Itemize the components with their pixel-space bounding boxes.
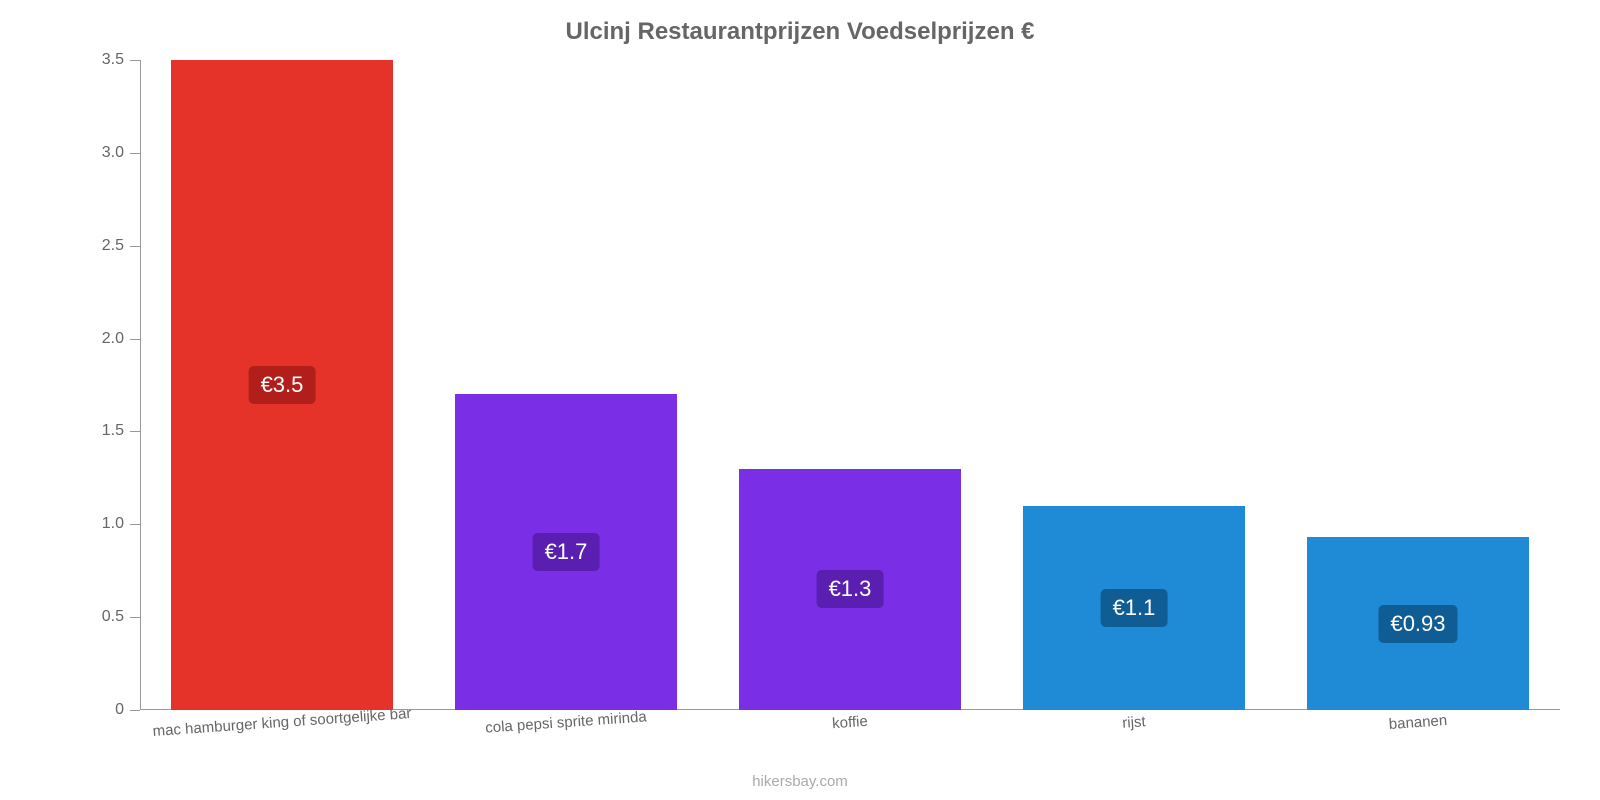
chart-caption: hikersbay.com bbox=[0, 773, 1600, 790]
y-tick-label: 3.0 bbox=[102, 144, 124, 162]
x-category-label: cola pepsi sprite mirinda bbox=[485, 708, 648, 736]
bar-slot: €1.7 bbox=[424, 60, 708, 710]
y-tick bbox=[130, 246, 140, 247]
y-tick bbox=[130, 60, 140, 61]
y-tick bbox=[130, 524, 140, 525]
x-category-label: bananen bbox=[1388, 712, 1447, 733]
x-label-slot: koffie bbox=[708, 714, 992, 754]
y-tick bbox=[130, 431, 140, 432]
bar: €1.7 bbox=[455, 394, 677, 710]
price-bar-chart: Ulcinj Restaurantprijzen Voedselprijzen … bbox=[0, 0, 1600, 800]
bar: €1.1 bbox=[1023, 506, 1245, 710]
bar-slot: €1.1 bbox=[992, 60, 1276, 710]
y-tick-label: 0.5 bbox=[102, 608, 124, 626]
bar-value-label: €0.93 bbox=[1378, 605, 1457, 643]
x-label-slot: rijst bbox=[992, 714, 1276, 754]
bar-value-label: €1.3 bbox=[817, 570, 884, 608]
y-tick bbox=[130, 710, 140, 711]
y-tick bbox=[130, 617, 140, 618]
y-tick-label: 3.5 bbox=[102, 51, 124, 69]
x-labels: mac hamburger king of soortgelijke barco… bbox=[140, 714, 1560, 754]
bar-value-label: €1.1 bbox=[1101, 589, 1168, 627]
bar-slot: €3.5 bbox=[140, 60, 424, 710]
bars-container: €3.5 €1.7 €1.3 €1.1 €0.93 bbox=[140, 60, 1560, 710]
y-tick bbox=[130, 339, 140, 340]
y-tick bbox=[130, 153, 140, 154]
x-category-label: rijst bbox=[1122, 713, 1146, 732]
x-label-slot: cola pepsi sprite mirinda bbox=[424, 714, 708, 754]
y-tick-label: 2.0 bbox=[102, 330, 124, 348]
chart-title: Ulcinj Restaurantprijzen Voedselprijzen … bbox=[0, 0, 1600, 46]
bar-slot: €1.3 bbox=[708, 60, 992, 710]
bar-value-label: €3.5 bbox=[249, 366, 316, 404]
y-tick-label: 0 bbox=[115, 701, 124, 719]
bar-slot: €0.93 bbox=[1276, 60, 1560, 710]
y-tick-label: 1.0 bbox=[102, 515, 124, 533]
bar-value-label: €1.7 bbox=[533, 533, 600, 571]
x-label-slot: mac hamburger king of soortgelijke bar bbox=[140, 714, 424, 754]
y-tick-label: 1.5 bbox=[102, 422, 124, 440]
bar: €1.3 bbox=[739, 469, 961, 710]
bar: €3.5 bbox=[171, 60, 393, 710]
plot-area: €3.5€1.7€1.3€1.1€0.93 00.51.01.52.02.53.… bbox=[140, 60, 1560, 710]
x-category-label: koffie bbox=[832, 713, 869, 732]
y-tick-label: 2.5 bbox=[102, 237, 124, 255]
bar: €0.93 bbox=[1307, 537, 1529, 710]
x-category-label: mac hamburger king of soortgelijke bar bbox=[152, 705, 412, 740]
x-label-slot: bananen bbox=[1276, 714, 1560, 754]
